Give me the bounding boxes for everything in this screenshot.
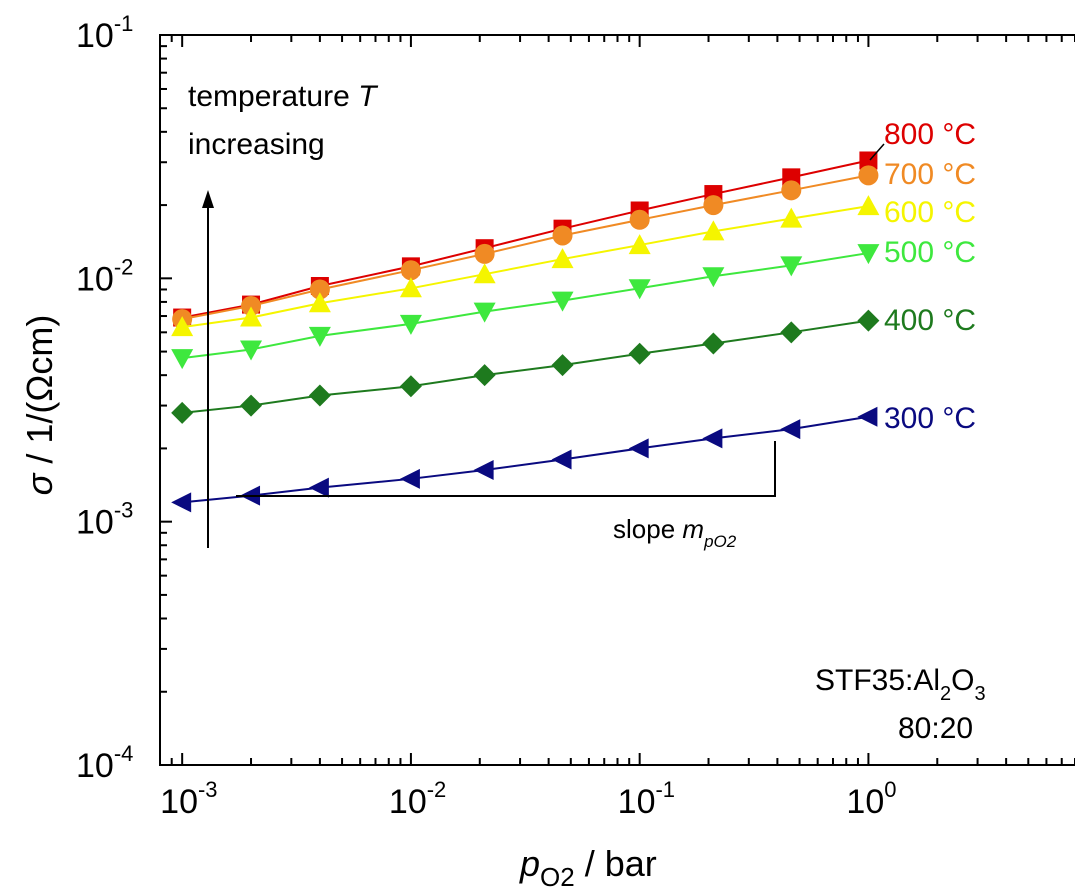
slope-label: slope mpO2: [613, 514, 737, 551]
data-point: [473, 364, 496, 387]
data-point: [240, 394, 263, 417]
data-point: [781, 180, 802, 201]
series-label: 800 °C: [884, 118, 976, 151]
series-600C: [171, 195, 880, 337]
y-tick-label: 10-2: [76, 254, 133, 298]
data-point: [628, 438, 649, 459]
data-point: [780, 419, 801, 440]
data-point: [628, 342, 651, 365]
sample-name: STF35:Al2O3: [815, 664, 986, 705]
series-line: [181, 174, 869, 321]
data-point: [551, 354, 574, 377]
data-point: [857, 309, 880, 332]
data-point: [857, 244, 880, 265]
data-point: [858, 165, 879, 186]
series-label: 300 °C: [884, 402, 976, 435]
series-layer: [171, 151, 880, 513]
data-point: [703, 195, 724, 216]
data-point: [552, 225, 573, 246]
y-tick-label: 10-1: [76, 11, 133, 55]
series-400C: [171, 309, 880, 424]
data-point: [473, 263, 496, 284]
data-point: [551, 248, 574, 269]
x-tick-label: 10-1: [618, 777, 675, 821]
temperature-label-line1: temperature T: [188, 80, 379, 113]
data-point: [171, 316, 194, 337]
data-point: [399, 314, 422, 335]
data-point: [857, 195, 880, 216]
series-300C: [171, 406, 878, 513]
data-point: [473, 460, 494, 481]
data-point: [308, 292, 331, 313]
data-point: [171, 401, 194, 424]
temperature-arrow-head: [202, 190, 214, 208]
x-tick-label: 10-2: [389, 777, 446, 821]
data-point: [780, 321, 803, 344]
data-point: [780, 207, 803, 228]
data-point: [702, 267, 725, 288]
series-label: 700 °C: [884, 158, 976, 191]
ticks: 10-3 10-2 10-1 100 10-4 10-3 10-2 10-1: [76, 11, 1075, 821]
sample-ratio: 80:20: [898, 712, 973, 745]
series-line: [182, 252, 869, 360]
data-point: [308, 326, 331, 347]
data-point: [551, 291, 574, 312]
y-axis-title: σ / 1/(Ωcm): [19, 315, 60, 496]
y-tick-label: 10-4: [76, 741, 133, 785]
data-point: [240, 306, 263, 327]
data-point: [171, 349, 194, 370]
data-point: [400, 260, 421, 281]
data-point: [399, 277, 422, 298]
data-point: [399, 468, 420, 489]
data-point: [240, 340, 263, 361]
x-tick-label: 10-3: [160, 777, 217, 821]
data-point: [473, 302, 496, 323]
data-point: [551, 449, 572, 470]
data-point: [702, 332, 725, 355]
series-line: [181, 159, 869, 319]
series-line: [182, 205, 869, 329]
series-line: [182, 319, 869, 414]
data-point: [857, 406, 878, 427]
label-800-leader: [869, 143, 885, 161]
series-line: [182, 415, 869, 504]
series-500C: [171, 244, 880, 370]
series-label: 400 °C: [884, 304, 976, 337]
data-point: [399, 375, 422, 398]
y-tick-label: 10-3: [76, 498, 133, 542]
sample-annotation: STF35:Al2O3 80:20: [815, 664, 986, 745]
temperature-annotation: temperature T increasing: [188, 80, 379, 548]
data-point: [309, 279, 330, 300]
slope-annotation: slope mpO2: [236, 441, 776, 551]
data-point: [171, 492, 192, 513]
series-label: 500 °C: [884, 236, 976, 269]
data-point: [628, 234, 651, 255]
data-point: [308, 477, 329, 498]
data-point: [308, 384, 331, 407]
data-point: [628, 279, 651, 300]
x-axis-title: pO2 / bar: [519, 843, 657, 890]
x-tick-label: 100: [846, 777, 896, 821]
data-point: [702, 428, 723, 449]
temperature-label-line2: increasing: [188, 128, 325, 161]
data-point: [702, 220, 725, 241]
slope-bracket: [236, 441, 776, 497]
data-point: [474, 243, 495, 264]
data-point: [780, 256, 803, 277]
series-label: 600 °C: [884, 196, 976, 229]
series-700C: [172, 165, 879, 330]
series-labels: 800 °C 700 °C 600 °C 500 °C 400 °C 300 °C: [884, 118, 976, 435]
data-point: [629, 209, 650, 230]
data-point: [241, 295, 262, 316]
